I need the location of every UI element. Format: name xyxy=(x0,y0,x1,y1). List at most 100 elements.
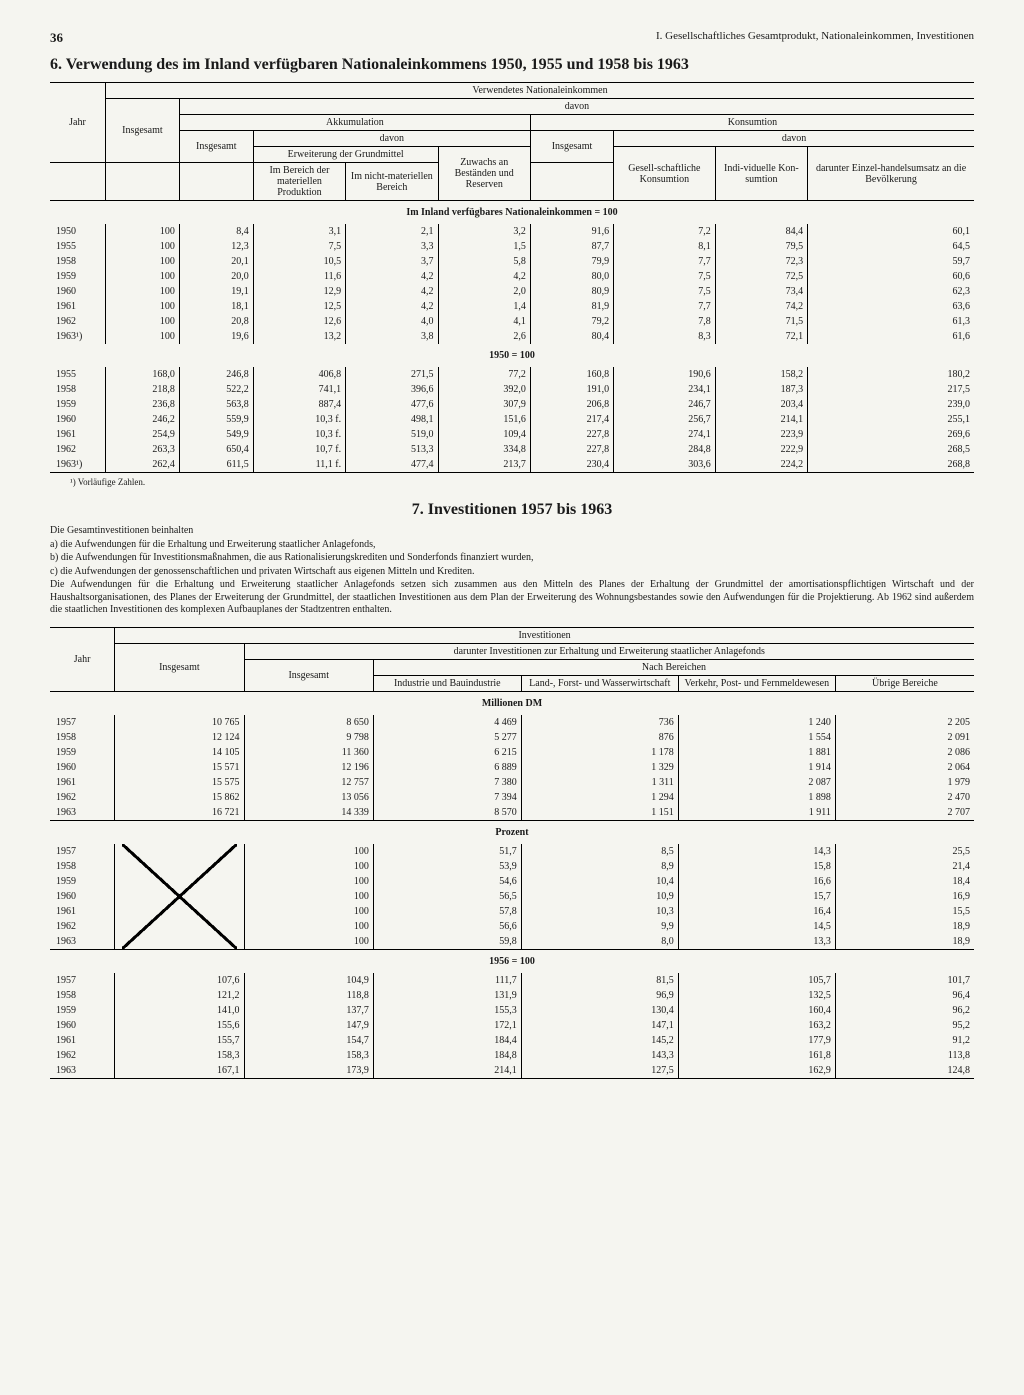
data-cell: 477,4 xyxy=(346,457,438,473)
data-cell: 143,3 xyxy=(521,1048,678,1063)
year-cell: 1961 xyxy=(50,775,115,790)
t7-verkehr: Verkehr, Post- und Fernmeldewesen xyxy=(678,675,835,691)
data-cell: 227,8 xyxy=(530,427,613,442)
year-cell: 1959 xyxy=(50,397,105,412)
data-cell: 80,9 xyxy=(530,284,613,299)
data-cell: 80,0 xyxy=(530,269,613,284)
data-cell: 131,9 xyxy=(373,988,521,1003)
data-cell: 1 881 xyxy=(678,745,835,760)
data-cell: 15 571 xyxy=(115,760,244,775)
data-cell: 56,6 xyxy=(373,919,521,934)
data-cell: 406,8 xyxy=(253,367,345,382)
data-cell: 2,0 xyxy=(438,284,530,299)
data-cell: 234,1 xyxy=(614,382,716,397)
table-row: 1957107,6104,9111,781,5105,7101,7 xyxy=(50,973,974,988)
col-bereich-mat: Im Bereich der materiellen Produktion xyxy=(253,163,345,201)
data-cell: 4,1 xyxy=(438,314,530,329)
data-cell: 155,3 xyxy=(373,1003,521,1018)
data-cell: 63,6 xyxy=(808,299,974,314)
data-cell: 91,2 xyxy=(835,1033,974,1048)
data-cell: 14,5 xyxy=(678,919,835,934)
year-cell: 1958 xyxy=(50,988,115,1003)
data-cell: 61,6 xyxy=(808,329,974,344)
col-erw-grund: Erweiterung der Grundmittel xyxy=(253,147,438,163)
table-row: 1959236,8563,8887,4477,6307,9206,8246,72… xyxy=(50,397,974,412)
table-row: 19501008,43,12,13,291,67,284,460,1 xyxy=(50,224,974,239)
data-cell: 18,4 xyxy=(835,874,974,889)
data-cell: 16,9 xyxy=(835,889,974,904)
year-cell: 1961 xyxy=(50,1033,115,1048)
data-cell: 100 xyxy=(105,299,179,314)
t7-ins2: Insgesamt xyxy=(244,659,373,691)
table-row: 1962158,3158,3184,8143,3161,8113,8 xyxy=(50,1048,974,1063)
data-cell: 12 196 xyxy=(244,760,373,775)
section-title: Im Inland verfügbares Nationaleinkommen … xyxy=(50,201,974,225)
data-cell: 522,2 xyxy=(179,382,253,397)
page-header: 36 I. Gesellschaftliches Gesamtprodukt, … xyxy=(50,30,974,46)
document-page: 36 I. Gesellschaftliches Gesamtprodukt, … xyxy=(50,30,974,1079)
data-cell: 4,2 xyxy=(346,284,438,299)
data-cell: 118,8 xyxy=(244,988,373,1003)
data-cell: 19,1 xyxy=(179,284,253,299)
t7-jahr: Jahr xyxy=(50,627,115,691)
year-cell: 1960 xyxy=(50,760,115,775)
data-cell: 8 650 xyxy=(244,715,373,730)
data-cell: 3,8 xyxy=(346,329,438,344)
data-cell: 12,3 xyxy=(179,239,253,254)
year-cell: 1963¹) xyxy=(50,457,105,473)
year-cell: 1957 xyxy=(50,715,115,730)
section-title: Millionen DM xyxy=(50,691,974,715)
intro-l3: b) die Aufwendungen für Investitionsmaßn… xyxy=(50,552,974,565)
data-cell: 1 151 xyxy=(521,805,678,821)
data-cell: 168,0 xyxy=(105,367,179,382)
data-cell: 7 394 xyxy=(373,790,521,805)
data-cell: 876 xyxy=(521,730,678,745)
data-cell: 9,9 xyxy=(521,919,678,934)
data-cell: 274,1 xyxy=(614,427,716,442)
data-cell: 18,1 xyxy=(179,299,253,314)
data-cell: 60,6 xyxy=(808,269,974,284)
data-cell: 563,8 xyxy=(179,397,253,412)
year-cell: 1963¹) xyxy=(50,329,105,344)
data-cell: 72,3 xyxy=(715,254,807,269)
data-cell: 87,7 xyxy=(530,239,613,254)
table-row: 1958218,8522,2741,1396,6392,0191,0234,11… xyxy=(50,382,974,397)
data-cell: 20,1 xyxy=(179,254,253,269)
year-cell: 1960 xyxy=(50,412,105,427)
data-cell: 160,8 xyxy=(530,367,613,382)
year-cell: 1963 xyxy=(50,934,115,950)
data-cell: 13,3 xyxy=(678,934,835,950)
col-gesell: Gesell-schaftliche Konsumtion xyxy=(614,147,716,201)
table6-footnote: ¹) Vorläufige Zahlen. xyxy=(50,477,974,487)
col-davon: davon xyxy=(179,99,974,115)
data-cell: 2 086 xyxy=(835,745,974,760)
data-cell: 269,6 xyxy=(808,427,974,442)
data-cell: 7,7 xyxy=(614,254,716,269)
table-row: 195710051,78,514,325,5 xyxy=(50,844,974,859)
intro-l1: Die Gesamtinvestitionen beinhalten xyxy=(50,525,974,538)
data-cell: 2 470 xyxy=(835,790,974,805)
year-cell: 1955 xyxy=(50,239,105,254)
table-row: 195510012,37,53,31,587,78,179,564,5 xyxy=(50,239,974,254)
data-cell: 80,4 xyxy=(530,329,613,344)
col-einzel: darunter Einzel-handelsumsatz an die Bev… xyxy=(808,147,974,201)
data-cell: 1 311 xyxy=(521,775,678,790)
data-cell: 1 898 xyxy=(678,790,835,805)
data-cell: 77,2 xyxy=(438,367,530,382)
data-cell: 121,2 xyxy=(115,988,244,1003)
t7-invest: Investitionen xyxy=(115,627,974,643)
data-cell: 96,2 xyxy=(835,1003,974,1018)
table6: Jahr Verwendetes Nationaleinkommen Insge… xyxy=(50,82,974,473)
col-zuwachs: Zuwachs an Beständen und Reserven xyxy=(438,147,530,201)
data-cell: 147,9 xyxy=(244,1018,373,1033)
data-cell: 741,1 xyxy=(253,382,345,397)
data-cell: 4 469 xyxy=(373,715,521,730)
data-cell: 163,2 xyxy=(678,1018,835,1033)
year-cell: 1959 xyxy=(50,745,115,760)
data-cell: 100 xyxy=(244,889,373,904)
year-cell: 1960 xyxy=(50,1018,115,1033)
table7-body: Millionen DM195710 7658 6504 4697361 240… xyxy=(50,691,974,1078)
data-cell: 10,7 f. xyxy=(253,442,345,457)
t7-ins1: Insgesamt xyxy=(115,643,244,691)
intro-l5: Die Aufwendungen für die Erhaltung und E… xyxy=(50,579,974,617)
